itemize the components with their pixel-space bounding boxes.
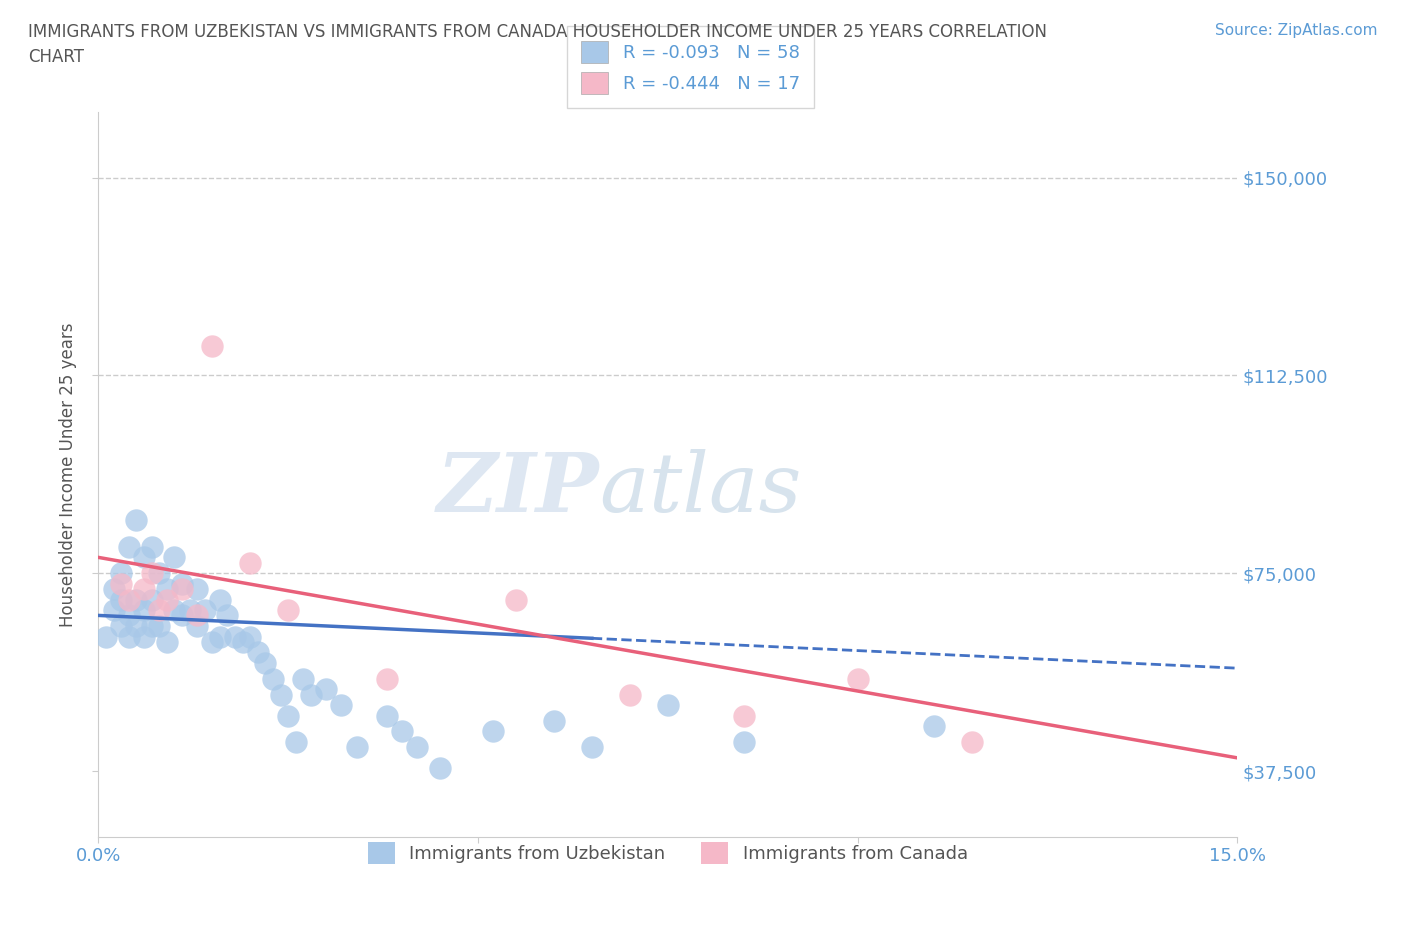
Point [239,555,262,570]
Point [118,629,141,644]
Point [482,724,505,739]
Point [110,618,132,633]
Point [125,618,148,633]
Point [201,634,224,649]
Point [375,671,398,686]
Point [170,581,193,596]
Point [132,581,155,596]
Point [733,709,755,724]
Point [201,339,224,353]
Point [375,709,398,724]
Point [103,581,125,596]
Point [330,698,353,712]
Point [208,592,231,607]
Legend: Immigrants from Uzbekistan, Immigrants from Canada: Immigrants from Uzbekistan, Immigrants f… [360,835,976,871]
Point [148,603,170,618]
Point [246,644,269,659]
Text: IMMIGRANTS FROM UZBEKISTAN VS IMMIGRANTS FROM CANADA HOUSEHOLDER INCOME UNDER 25: IMMIGRANTS FROM UZBEKISTAN VS IMMIGRANTS… [28,23,1047,41]
Point [846,671,869,686]
Point [186,581,208,596]
Point [315,682,337,697]
Point [141,565,163,580]
Point [118,539,141,554]
Point [163,550,186,565]
Point [118,592,141,607]
Point [148,565,170,580]
Point [156,581,179,596]
Point [141,539,163,554]
Point [103,603,125,618]
Point [156,592,179,607]
Text: CHART: CHART [28,48,84,66]
Point [277,709,299,724]
Text: Source: ZipAtlas.com: Source: ZipAtlas.com [1215,23,1378,38]
Point [299,687,322,702]
Point [922,719,945,734]
Point [148,618,170,633]
Point [208,629,231,644]
Point [141,592,163,607]
Point [170,608,193,623]
Point [239,629,262,644]
Text: atlas: atlas [599,449,801,529]
Point [186,618,208,633]
Point [170,577,193,591]
Point [125,513,148,528]
Point [125,592,148,607]
Point [186,608,208,623]
Point [141,618,163,633]
Point [581,740,603,755]
Point [277,603,299,618]
Point [94,629,117,644]
Point [217,608,239,623]
Point [406,740,429,755]
Point [156,634,179,649]
Point [163,603,186,618]
Y-axis label: Householder Income Under 25 years: Householder Income Under 25 years [59,322,77,627]
Point [346,740,368,755]
Point [733,735,755,750]
Point [960,735,983,750]
Point [505,592,527,607]
Point [619,687,641,702]
Point [232,634,254,649]
Point [284,735,307,750]
Point [391,724,413,739]
Point [270,687,292,702]
Point [179,603,201,618]
Point [254,656,277,671]
Point [292,671,315,686]
Point [429,761,451,776]
Point [110,592,132,607]
Point [132,603,155,618]
Point [543,713,565,728]
Point [132,629,155,644]
Point [110,565,132,580]
Text: ZIP: ZIP [437,449,599,529]
Point [657,698,679,712]
Point [118,608,141,623]
Point [110,577,132,591]
Point [262,671,284,686]
Point [132,550,155,565]
Point [194,603,217,618]
Point [224,629,246,644]
